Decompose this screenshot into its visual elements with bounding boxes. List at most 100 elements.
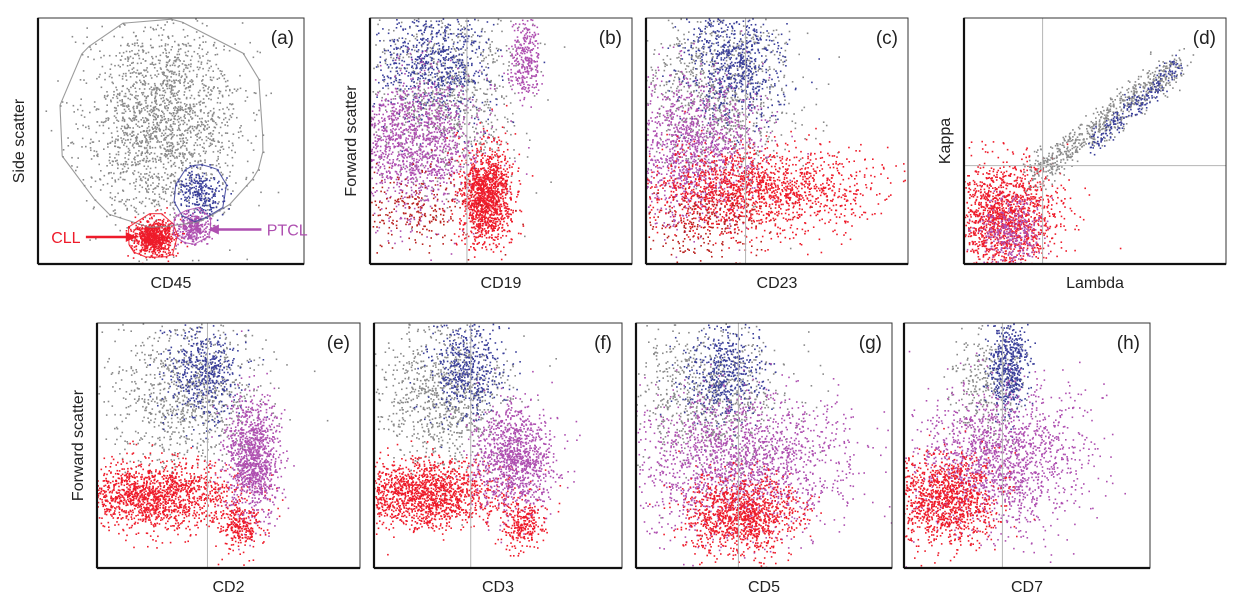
data-point xyxy=(147,160,150,163)
data-point xyxy=(180,186,182,188)
data-point xyxy=(448,76,450,78)
data-point xyxy=(488,104,490,106)
data-point xyxy=(149,214,151,216)
data-point xyxy=(137,143,139,145)
data-point xyxy=(140,110,143,112)
data-point xyxy=(133,240,136,243)
data-point xyxy=(223,112,226,115)
data-point xyxy=(185,182,188,185)
data-point xyxy=(408,112,411,114)
data-point xyxy=(117,120,120,122)
data-point xyxy=(174,233,177,236)
data-point xyxy=(143,234,145,236)
data-point xyxy=(389,54,392,56)
data-point xyxy=(416,82,418,85)
data-point xyxy=(140,173,142,175)
data-point xyxy=(500,49,502,51)
data-point xyxy=(152,240,155,242)
data-point xyxy=(246,160,249,163)
data-point xyxy=(489,46,491,48)
data-point xyxy=(185,64,187,67)
data-point xyxy=(98,140,100,142)
data-point xyxy=(237,131,240,133)
data-point xyxy=(458,84,460,87)
data-point xyxy=(128,108,130,110)
data-point xyxy=(145,96,148,98)
data-point xyxy=(431,52,433,55)
data-point xyxy=(102,184,105,186)
data-point xyxy=(185,45,188,47)
data-point xyxy=(150,235,152,237)
data-point xyxy=(164,107,166,109)
data-point xyxy=(379,40,381,42)
data-point xyxy=(473,139,476,142)
data-point xyxy=(445,58,448,61)
data-point xyxy=(457,130,459,133)
data-point xyxy=(428,104,430,107)
data-point xyxy=(226,124,229,127)
data-point xyxy=(177,243,179,246)
data-point xyxy=(226,79,229,82)
data-point xyxy=(381,117,383,119)
data-point xyxy=(83,116,86,118)
data-point xyxy=(438,79,440,81)
data-point xyxy=(445,198,448,201)
data-point xyxy=(116,119,118,121)
data-point xyxy=(187,238,190,240)
data-point xyxy=(482,59,485,62)
data-point xyxy=(465,20,467,22)
data-point xyxy=(411,113,413,115)
data-point xyxy=(152,107,155,110)
data-point xyxy=(376,64,379,66)
data-point xyxy=(71,165,73,167)
data-point xyxy=(199,136,202,139)
data-point xyxy=(471,41,473,44)
data-point xyxy=(175,237,177,240)
data-point xyxy=(434,135,437,138)
data-point xyxy=(454,75,456,77)
data-point xyxy=(482,49,485,51)
data-point xyxy=(170,130,172,132)
data-point xyxy=(190,236,193,239)
data-point xyxy=(116,126,118,129)
data-point xyxy=(201,208,203,210)
data-point xyxy=(169,64,172,67)
data-point xyxy=(472,79,474,82)
data-point xyxy=(458,114,461,117)
data-point xyxy=(160,160,162,163)
data-point xyxy=(402,103,404,105)
data-point xyxy=(446,117,449,119)
data-point xyxy=(455,55,458,57)
data-point xyxy=(161,221,164,224)
data-point xyxy=(163,242,166,245)
data-point xyxy=(150,255,153,257)
data-point xyxy=(445,159,447,161)
data-point xyxy=(132,231,135,233)
data-point xyxy=(125,171,128,173)
data-point xyxy=(138,252,141,255)
data-point xyxy=(161,144,164,146)
data-point xyxy=(421,65,424,68)
data-point xyxy=(424,64,427,67)
data-point xyxy=(476,112,478,115)
data-point xyxy=(179,140,182,143)
data-point xyxy=(211,237,213,240)
data-point xyxy=(374,140,377,142)
data-point xyxy=(152,88,155,91)
data-point xyxy=(377,145,379,147)
data-point xyxy=(190,154,192,156)
data-point xyxy=(146,249,149,252)
data-point xyxy=(218,77,221,79)
data-point xyxy=(187,195,190,198)
data-point xyxy=(401,150,403,153)
data-point xyxy=(156,222,159,225)
data-point xyxy=(162,239,165,241)
data-point xyxy=(129,98,131,101)
data-point xyxy=(145,52,147,55)
data-point xyxy=(481,60,483,62)
data-point xyxy=(176,57,179,59)
data-point xyxy=(165,149,168,152)
data-point xyxy=(407,146,410,149)
data-point xyxy=(206,226,208,228)
data-point xyxy=(419,172,422,175)
